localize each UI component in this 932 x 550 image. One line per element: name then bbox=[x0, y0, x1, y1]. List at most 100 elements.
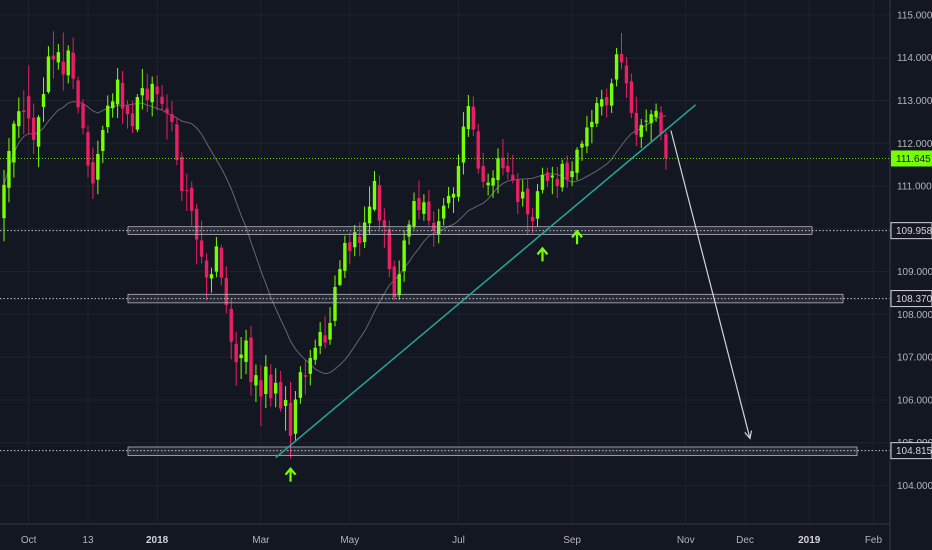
candle-body bbox=[580, 143, 584, 148]
candle-body bbox=[595, 103, 599, 124]
candle-body bbox=[120, 82, 125, 109]
candle-body bbox=[115, 79, 120, 105]
candle bbox=[2, 169, 6, 242]
projection-arrow[interactable] bbox=[670, 130, 751, 439]
candle-body bbox=[664, 134, 668, 159]
candle-body bbox=[145, 88, 149, 101]
candle bbox=[115, 68, 120, 119]
level-zone[interactable] bbox=[127, 293, 844, 304]
candle bbox=[412, 192, 416, 230]
candle bbox=[397, 260, 401, 300]
candle bbox=[254, 364, 258, 403]
candle-body bbox=[2, 184, 6, 219]
candle bbox=[595, 97, 599, 128]
candle-body bbox=[441, 205, 446, 219]
candle-body bbox=[71, 52, 75, 79]
projection-arrow-head bbox=[744, 430, 753, 440]
candle bbox=[274, 368, 278, 408]
candle-body bbox=[249, 337, 253, 382]
candle bbox=[140, 68, 145, 110]
grid-lines bbox=[0, 0, 890, 524]
level-price-label: 108.370 bbox=[896, 294, 932, 305]
candle-body bbox=[204, 260, 209, 278]
candle bbox=[303, 360, 308, 395]
candle-body bbox=[377, 185, 382, 221]
candle-body bbox=[338, 269, 342, 285]
candle-body bbox=[244, 340, 248, 362]
level-zone[interactable] bbox=[127, 446, 858, 456]
candle-body bbox=[264, 366, 268, 394]
candle bbox=[22, 90, 26, 135]
candle bbox=[86, 125, 90, 178]
candle-body bbox=[96, 153, 100, 180]
up-arrow-head bbox=[536, 246, 549, 256]
candle bbox=[590, 109, 594, 144]
trendline[interactable] bbox=[275, 104, 697, 459]
price-tags: 109.958 108.370 104.815 111.645 bbox=[890, 150, 932, 460]
candle bbox=[7, 138, 11, 203]
candle-body bbox=[461, 126, 466, 163]
candle bbox=[175, 117, 179, 166]
candle bbox=[624, 56, 629, 98]
candle-body bbox=[456, 165, 461, 197]
level-zone[interactable] bbox=[127, 226, 813, 235]
price-tick-label: 113.000 bbox=[897, 96, 932, 107]
up-arrow-icon bbox=[284, 466, 297, 482]
up-arrow-head bbox=[284, 466, 297, 476]
candle bbox=[214, 236, 219, 278]
candle-body bbox=[466, 106, 471, 130]
candle-body bbox=[619, 53, 624, 63]
candle-body bbox=[511, 174, 515, 181]
candle-body bbox=[106, 105, 110, 128]
drawings[interactable] bbox=[275, 104, 753, 482]
candle-body bbox=[501, 157, 505, 169]
candle-body bbox=[570, 171, 574, 178]
candle bbox=[120, 71, 125, 124]
candle bbox=[555, 166, 559, 199]
candle bbox=[540, 167, 545, 194]
candle-body bbox=[451, 193, 456, 198]
price-tick-label: 106.000 bbox=[897, 395, 932, 406]
candle-body bbox=[254, 375, 258, 386]
candle bbox=[511, 154, 515, 184]
candle-body bbox=[535, 191, 540, 219]
candle-body bbox=[224, 278, 228, 305]
candle-body bbox=[61, 61, 65, 75]
level-price-label: 104.815 bbox=[896, 446, 932, 457]
candle bbox=[456, 154, 461, 202]
candle bbox=[278, 370, 283, 412]
candle bbox=[269, 364, 273, 407]
candle-body bbox=[135, 97, 140, 130]
candle-body bbox=[303, 375, 308, 377]
candle bbox=[521, 179, 525, 207]
time-axis[interactable]: Oct 13 2018 Mar May Jul Sep Nov Dec 2019 Feb bbox=[21, 535, 883, 546]
candle-body bbox=[56, 52, 61, 63]
candle bbox=[264, 355, 268, 409]
candle bbox=[96, 140, 100, 195]
time-tick-label: Nov bbox=[677, 535, 695, 546]
candle-body bbox=[491, 177, 495, 186]
price-tick-label: 104.000 bbox=[897, 481, 932, 492]
candle-body bbox=[31, 117, 36, 140]
candle-body bbox=[530, 216, 535, 222]
candle-body bbox=[407, 224, 411, 237]
time-tick-label: Oct bbox=[21, 535, 37, 546]
candle bbox=[106, 95, 110, 134]
candle bbox=[372, 171, 377, 212]
candle-body bbox=[624, 65, 629, 84]
candle-body bbox=[614, 54, 619, 80]
candle bbox=[219, 244, 224, 286]
candle-body bbox=[555, 178, 559, 187]
support-levels[interactable] bbox=[0, 157, 890, 456]
candle bbox=[441, 198, 446, 226]
candle-body bbox=[639, 124, 643, 137]
candle-body bbox=[269, 374, 273, 399]
candle bbox=[71, 37, 75, 89]
candle bbox=[91, 147, 95, 199]
candle-body bbox=[7, 150, 11, 188]
candle bbox=[224, 266, 228, 314]
up-arrow-icon bbox=[571, 229, 583, 245]
candle-body bbox=[367, 206, 372, 224]
